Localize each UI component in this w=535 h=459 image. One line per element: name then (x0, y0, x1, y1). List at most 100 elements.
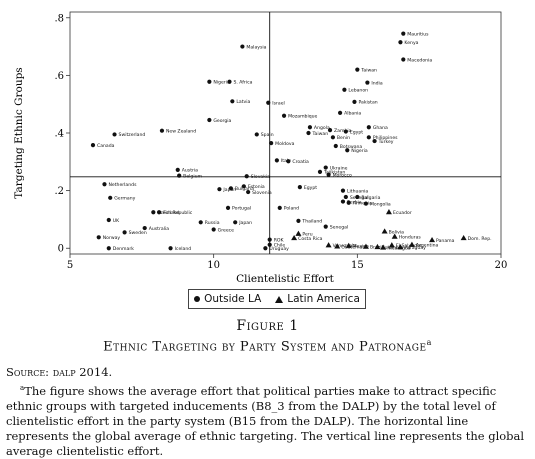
data-point: Chile (267, 242, 285, 249)
data-point: El Salvador (388, 242, 422, 249)
point-label: Zambia (334, 128, 352, 134)
data-point: Mozambique (281, 113, 318, 120)
point-marker-circle (330, 135, 336, 140)
data-point: Iceland (168, 246, 191, 252)
figure-note: aThe figure shows the average effort tha… (6, 381, 528, 459)
data-point: Estonia (241, 184, 265, 190)
data-point: Mexico (345, 242, 369, 250)
data-point: Guatemala (334, 243, 367, 250)
data-point: Dom. Rep. (460, 234, 492, 242)
x-tick-label: 5 (67, 260, 73, 271)
data-point: Thailand (296, 219, 322, 225)
point-label: Japan (238, 220, 252, 226)
data-point: Pakistan (352, 99, 378, 106)
data-point: Bulgaria (228, 186, 254, 192)
point-marker-circle (323, 165, 328, 170)
data-point: Belgium (177, 173, 203, 179)
x-tick-label: 10 (207, 260, 220, 271)
note-text: The figure shows the average effort that… (6, 383, 525, 458)
point-label: Tajikistan (323, 170, 345, 176)
data-point: Spain (254, 132, 274, 138)
point-label: Dom. Rep. (468, 236, 492, 242)
data-point: Latvia (230, 99, 251, 105)
point-marker-circle (266, 100, 271, 105)
chart-legend: Outside LA Latin America (188, 289, 366, 309)
point-label: Austria (182, 168, 198, 174)
point-label: Mozambique (288, 114, 317, 120)
data-point: Austria (175, 167, 198, 174)
point-label: Panama (436, 238, 455, 244)
point-marker-circle (90, 143, 96, 148)
data-point: Honduras (391, 233, 421, 241)
data-point: ROK (267, 237, 285, 243)
data-point: Nigeria (207, 80, 230, 86)
point-marker-circle (269, 140, 274, 146)
point-marker-circle (317, 169, 323, 174)
point-label: Venezuela (333, 243, 357, 249)
point-marker-circle (401, 57, 406, 62)
point-marker-circle (365, 80, 370, 85)
point-marker-circle (175, 167, 180, 172)
point-label: Turkey (378, 139, 394, 145)
data-point: Taiwan (306, 131, 328, 137)
data-point: Poland (277, 205, 299, 212)
data-point: Mongolia (363, 201, 391, 207)
point-label: Nicaragua (387, 245, 411, 251)
point-label: Portugal (232, 206, 251, 212)
point-marker-circle (177, 173, 182, 178)
triangle-marker-icon (275, 295, 284, 303)
point-label: Peru (302, 232, 312, 238)
point-label: Serbia (347, 199, 362, 205)
point-marker-circle (355, 67, 360, 72)
source-line: Source: dalp 2014. (6, 365, 531, 379)
point-marker-circle (267, 242, 272, 247)
data-point: Slovenia (246, 190, 272, 196)
point-marker-circle (230, 99, 235, 104)
point-label: Egypt (304, 185, 317, 191)
point-label: Malaysia (246, 44, 266, 50)
data-point: Ukraine (323, 165, 348, 171)
point-marker-circle (263, 246, 268, 251)
y-tick-label: .2 (54, 186, 64, 197)
data-point: Italy (274, 158, 291, 164)
point-marker-triangle (391, 233, 398, 239)
data-point: Uruguay (263, 246, 289, 252)
point-marker-circle (96, 235, 101, 240)
point-label: Slovenia (252, 190, 272, 196)
point-marker-circle (363, 201, 369, 206)
point-marker-triangle (408, 241, 415, 247)
data-point: Turkey (372, 139, 394, 145)
point-marker-circle (159, 128, 165, 133)
point-label: Armenia (353, 201, 372, 207)
point-marker-circle (277, 205, 282, 211)
data-point: Armenia (346, 201, 372, 207)
scatter-chart: 5 10 15 20 0 .2 .4 .6 .8 Mauritius Kenya Macedonia… (13, 11, 507, 285)
point-marker-circle (281, 113, 287, 118)
data-point: Australia (142, 226, 169, 232)
figure-label: Figure 1 (236, 318, 299, 334)
point-label: Taiwan (311, 131, 328, 137)
data-point: Japan (233, 220, 252, 226)
point-label: Germany (114, 196, 135, 202)
point-label: Botswana (340, 144, 363, 150)
point-marker-circle (106, 246, 111, 251)
data-point: Lithuania (340, 188, 368, 194)
data-point: Moldova (269, 141, 295, 147)
data-point: Lebanon (342, 88, 368, 94)
point-label: Benin (337, 135, 350, 141)
point-label: Albania (344, 111, 361, 117)
point-label: Croatia (292, 159, 309, 165)
point-marker-circle (323, 224, 328, 229)
point-label: Mongolia (370, 201, 391, 207)
point-marker-triangle (334, 243, 341, 249)
point-marker-circle (355, 194, 360, 200)
point-marker-triangle (374, 243, 381, 250)
point-marker-triangle (291, 234, 298, 241)
point-marker-circle (225, 205, 231, 211)
point-label: Poland (284, 206, 299, 212)
point-marker-circle (211, 227, 216, 232)
point-marker-circle (352, 99, 357, 104)
point-marker-circle (207, 79, 212, 84)
y-tick-label: .6 (54, 71, 64, 82)
data-point: Portugal (225, 205, 251, 212)
